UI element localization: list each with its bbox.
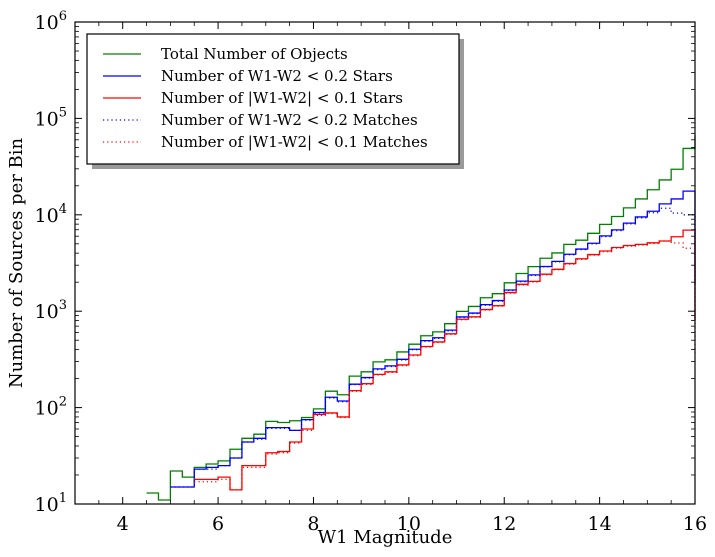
x-axis-label: W1 Magnitude — [318, 527, 453, 548]
legend-label-5: Number of |W1-W2| < 0.1 Matches — [161, 133, 428, 151]
legend-label-3: Number of |W1-W2| < 0.1 Stars — [161, 89, 403, 107]
legend-label-4: Number of W1-W2 < 0.2 Matches — [161, 111, 418, 129]
tick-labels-layer: 4 6 8 10 12 14 16 101 102 103 104 105 106 — [35, 9, 708, 535]
y-tick-label: 106 — [35, 9, 67, 34]
y-tick-label: 105 — [35, 105, 67, 130]
legend-label-1: Total Number of Objects — [161, 45, 348, 63]
x-tick-label: 8 — [307, 513, 319, 535]
y-tick-label: 101 — [35, 491, 67, 516]
x-tick-label: 4 — [117, 513, 129, 535]
ticks-layer — [74, 21, 696, 505]
series-line-2 — [170, 190, 696, 488]
x-tick-label: 16 — [683, 513, 707, 535]
series-line-5 — [194, 240, 696, 491]
legend-items: Total Number of Objects Number of W1-W2 <… — [103, 45, 428, 151]
legend: Total Number of Objects Number of W1-W2 <… — [86, 33, 464, 169]
y-axis-label: Number of Sources per Bin — [6, 137, 27, 388]
x-tick-label: 10 — [397, 513, 421, 535]
y-tick-label: 102 — [35, 395, 67, 420]
x-tick-label: 12 — [492, 513, 516, 535]
series-layer — [146, 135, 696, 501]
x-tick-label: 14 — [588, 513, 612, 535]
legend-box — [86, 33, 460, 165]
series-line-1 — [146, 135, 696, 501]
series-line-4 — [170, 207, 696, 488]
series-line-3 — [194, 229, 696, 491]
legend-label-2: Number of W1-W2 < 0.2 Stars — [161, 67, 393, 85]
y-tick-label: 104 — [35, 202, 67, 227]
x-tick-label: 6 — [212, 513, 224, 535]
y-tick-label: 103 — [35, 298, 67, 323]
